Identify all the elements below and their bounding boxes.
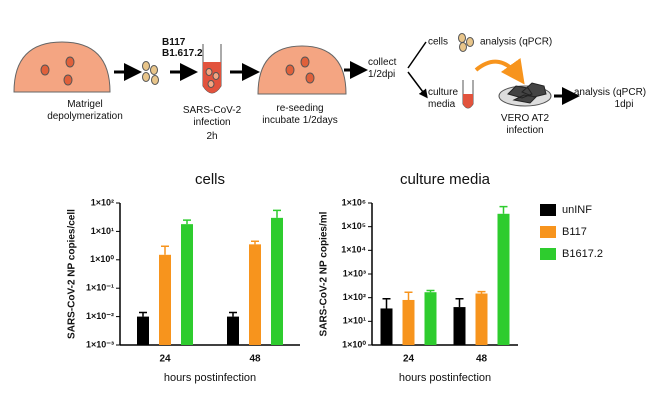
error-bar [455, 298, 464, 308]
media-label: culture media [428, 87, 458, 110]
bar [271, 217, 283, 345]
bar [453, 307, 466, 345]
x-tick-label: 24 [159, 354, 171, 365]
vero-label: VERO AT2 infection [501, 113, 550, 136]
legend-label: B117 [562, 226, 587, 238]
organoids [142, 61, 159, 85]
x-axis-label: hours postinfection [164, 372, 256, 384]
legend-swatch [540, 204, 556, 216]
bar [159, 254, 171, 345]
organoid [40, 64, 50, 76]
bar [249, 244, 261, 345]
transfer-arrow [474, 58, 525, 85]
error-bar [499, 205, 508, 214]
error-bar [161, 245, 169, 255]
y-tick-label: 1×10¹ [91, 226, 114, 236]
step1-label: Matrigel depolymerization [47, 99, 123, 122]
diagram: Matrigel depolymerization B117 B1.617.2 SA… [13, 33, 646, 142]
matrigel-dome [13, 41, 111, 93]
x-tick-label: 48 [476, 354, 488, 365]
chart-title: culture media [400, 171, 491, 188]
error-bar [426, 289, 435, 293]
y-tick-label: 1×10¹ [343, 316, 366, 326]
error-bar [404, 291, 413, 300]
cells-analysis: analysis (qPCR) [480, 37, 552, 48]
y-tick-label: 1×10² [91, 197, 114, 207]
y-tick-label: 1×10⁴ [341, 245, 366, 255]
bar [402, 299, 415, 345]
step3-label: re-seeding incubate 1/2days [262, 103, 338, 126]
error-bar [477, 290, 486, 294]
x-tick-label: 48 [249, 354, 261, 365]
y-axis-label: SARS-CoV-2 NP copies/ml [319, 211, 330, 336]
step2-label: SARS-CoV-2 infection 2h [183, 105, 242, 142]
bar [424, 292, 437, 345]
y-tick-label: 1×10⁻³ [86, 339, 114, 349]
y-tick-label: 1×10⁻² [86, 311, 114, 321]
x-tick-label: 24 [403, 354, 415, 365]
error-bar [273, 209, 281, 218]
chart-title: cells [195, 171, 225, 188]
variants-label: B117 B1.617.2 [162, 37, 203, 59]
y-tick-label: 1×10⁰ [342, 339, 366, 349]
organoid [63, 74, 73, 86]
error-bar [229, 311, 237, 317]
error-bar [183, 219, 191, 225]
organoid [65, 56, 75, 68]
bar [227, 316, 239, 345]
y-tick-label: 1×10³ [343, 268, 366, 278]
bar [137, 316, 149, 345]
bar [497, 213, 510, 345]
media-analysis: analysis (qPCR) 1dpi [574, 87, 646, 110]
legend-label: unINF [562, 204, 592, 216]
x-axis-label: hours postinfection [399, 372, 491, 384]
collect-label: collect 1/2dpi [368, 57, 397, 80]
y-tick-label: 1×10⁻¹ [86, 283, 114, 293]
error-bar [251, 240, 259, 245]
branch [407, 41, 426, 96]
bar [475, 293, 488, 345]
legend-swatch [540, 226, 556, 238]
bar [380, 308, 393, 345]
error-bar [139, 311, 147, 317]
y-axis-label: SARS-CoV-2 NP copies/cell [67, 209, 78, 339]
error-bar [382, 298, 391, 309]
cells-label: cells [428, 37, 448, 48]
reseed-dome [257, 45, 347, 95]
y-tick-label: 1×10⁵ [342, 221, 367, 231]
y-tick-label: 1×10⁰ [90, 254, 114, 264]
bar [181, 224, 193, 345]
y-tick-label: 1×10⁶ [342, 197, 366, 207]
legend-label: B1617.2 [562, 248, 603, 260]
y-tick-label: 1×10² [343, 292, 366, 302]
legend-swatch [540, 248, 556, 260]
